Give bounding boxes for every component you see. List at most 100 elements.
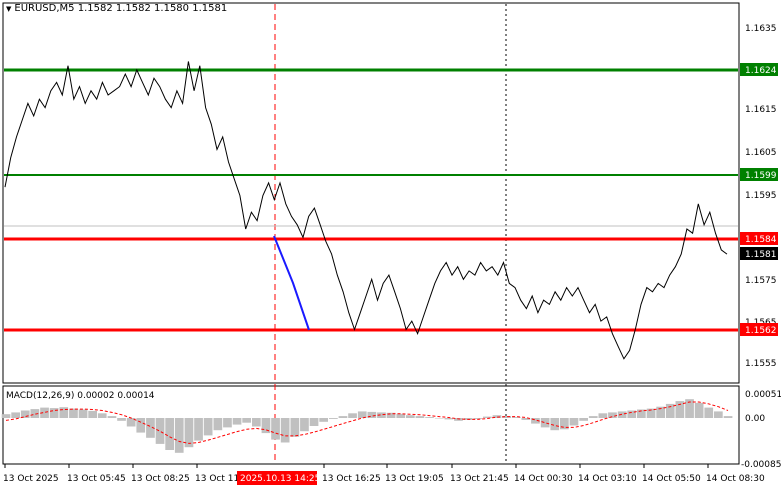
macd-hist-bar — [646, 408, 656, 418]
macd-axis: 0.00051 0.00 -0.00085 — [741, 390, 781, 470]
macd-hist-bar — [252, 418, 261, 427]
macd-hist-bar — [194, 418, 203, 441]
macd-title: MACD(12,26,9) 0.00002 0.00014 — [6, 391, 155, 401]
current-price-tag: 1.1581 — [740, 247, 778, 260]
macd-hist-bar — [280, 418, 290, 443]
price-tick: 1.1605 — [745, 148, 777, 158]
macd-hist-bar — [685, 399, 694, 418]
time-tick: 14 Oct 00:30 — [514, 474, 573, 484]
macd-hist-bar — [59, 407, 69, 418]
time-tick: 14 Oct 03:10 — [578, 474, 637, 484]
macd-hist-bar — [348, 413, 357, 418]
macd-hist-bar — [473, 418, 483, 419]
macd-hist-bar — [223, 418, 232, 428]
time-tick: 13 Oct 2025 — [3, 474, 59, 484]
level-tag-label: 1.1624 — [745, 66, 777, 76]
symbol-label: EURUSD,M5 — [14, 3, 75, 14]
collapse-triangle-icon[interactable]: ▼ — [6, 5, 12, 13]
macd-hist-bar — [49, 408, 59, 418]
macd-hist-bar — [656, 406, 665, 418]
time-tick: 13 Oct 19:05 — [385, 474, 444, 484]
macd-label: MACD(12,26,9) — [6, 391, 75, 401]
level-tag-1599: 1.1599 — [740, 168, 778, 181]
macd-hist-bar — [502, 416, 511, 418]
main-panel — [2, 2, 740, 384]
macd-hist-bar — [290, 418, 300, 437]
macd-histogram — [1, 399, 733, 453]
macd-hist-bar — [146, 418, 155, 438]
macd-hist-bar — [338, 416, 348, 418]
price-tick: 1.1555 — [745, 359, 777, 369]
macd-hist-bar — [704, 407, 714, 418]
macd-hist-bar — [300, 418, 309, 432]
macd-hist-bar — [107, 416, 117, 418]
macd-hist-bar — [203, 418, 213, 436]
macd-hist-bar — [309, 418, 319, 426]
macd-hist-bar — [69, 408, 78, 418]
macd-hist-bar — [454, 418, 463, 421]
macd-hist-bar — [550, 418, 560, 431]
macd-hist-bar — [386, 412, 396, 418]
macd-hist-bar — [521, 418, 531, 420]
macd-hist-bar — [97, 413, 107, 418]
macd-hist-bar — [20, 410, 30, 418]
macd-hist-bar — [136, 418, 146, 433]
macd-hist-bar — [617, 411, 627, 418]
time-tick: 14 Oct 08:30 — [706, 474, 765, 484]
macd-hist-bar — [608, 412, 617, 418]
macd-hist-bar — [434, 418, 444, 419]
macd-hist-bar — [174, 418, 184, 453]
macd-tick: 0.00051 — [745, 390, 781, 400]
macd-hist-bar — [117, 418, 126, 421]
macd-hist-bar — [579, 418, 588, 421]
macd-hist-bar — [357, 411, 367, 418]
macd-hist-bar — [415, 416, 425, 418]
macd-hist-bar — [30, 409, 40, 418]
macd-hist-bar — [637, 409, 646, 418]
level-tag-1584: 1.1584 — [740, 232, 778, 245]
macd-hist-bar — [406, 415, 415, 418]
macd-hist-bar — [184, 418, 194, 448]
macd-hist-bar — [444, 418, 454, 420]
macd-hist-bar — [531, 418, 540, 424]
macd-hist-bar — [242, 418, 251, 423]
macd-hist-bar — [511, 417, 521, 418]
macd-hist-bar — [627, 410, 637, 418]
macd-hist-bar — [425, 417, 434, 418]
macd-hist-bar — [598, 413, 608, 418]
macd-tick: -0.00085 — [741, 460, 781, 470]
ohlc-values: 1.1582 1.1582 1.1580 1.1581 — [77, 3, 228, 14]
macd-hist-bar — [377, 412, 386, 418]
macd-hist-bar — [319, 418, 328, 422]
macd-hist-bar — [396, 413, 406, 418]
time-axis: 13 Oct 2025 13 Oct 05:45 13 Oct 08:25 13… — [3, 464, 765, 485]
macd-values: 0.00002 0.00014 — [77, 391, 155, 401]
macd-hist-bar — [492, 415, 502, 418]
macd-hist-bar — [483, 416, 492, 418]
macd-hist-bar — [675, 401, 685, 418]
macd-hist-bar — [665, 403, 675, 418]
price-tick: 1.1635 — [745, 24, 777, 34]
macd-hist-bar — [155, 418, 165, 444]
level-tag-1624: 1.1624 — [740, 63, 778, 76]
time-tick: 13 Oct 11:05 — [195, 474, 254, 484]
highlight-time-tag — [237, 471, 317, 485]
macd-hist-bar — [213, 418, 223, 431]
time-tick: 13 Oct 16:25 — [322, 474, 381, 484]
macd-tick: 0.00 — [745, 414, 765, 424]
time-tick: 13 Oct 05:45 — [67, 474, 126, 484]
macd-hist-bar — [88, 410, 97, 418]
macd-hist-bar — [271, 418, 280, 440]
macd-hist-bar — [367, 411, 377, 418]
level-tag-label: 1.1562 — [745, 326, 777, 336]
macd-hist-bar — [261, 418, 271, 434]
time-tick: 14 Oct 05:50 — [642, 474, 701, 484]
macd-hist-bar — [714, 411, 723, 418]
macd-hist-bar — [232, 418, 242, 425]
macd-hist-bar — [165, 418, 174, 450]
macd-hist-bar — [40, 407, 49, 418]
level-tag-1562: 1.1562 — [740, 323, 778, 336]
macd-signal-line — [5, 401, 729, 444]
macd-hist-bar — [329, 418, 338, 419]
